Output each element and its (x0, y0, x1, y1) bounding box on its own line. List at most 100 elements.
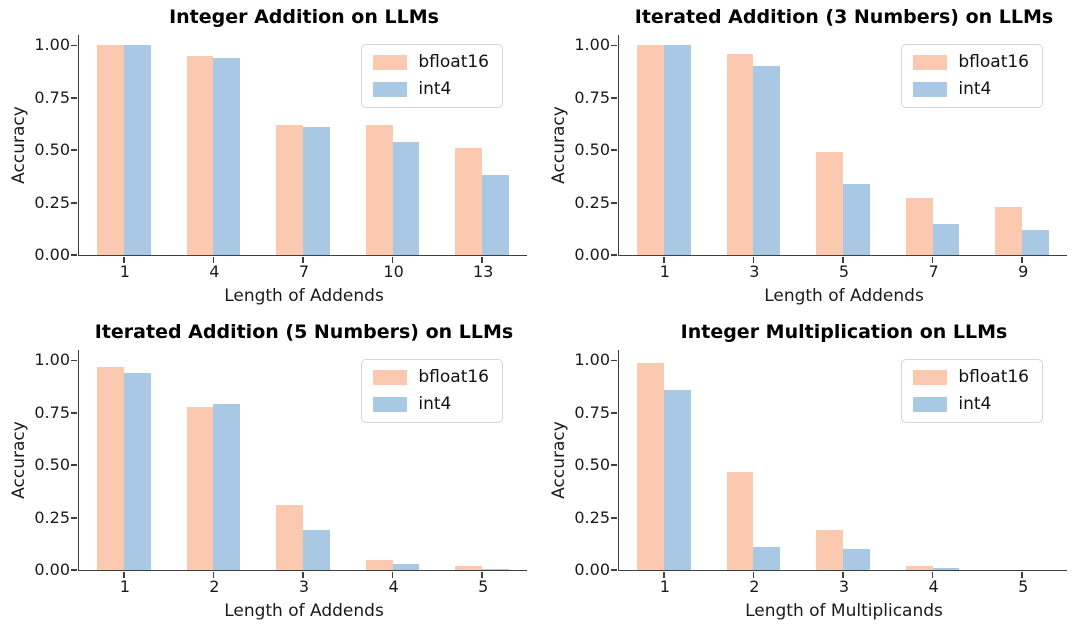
x-tick (122, 571, 125, 578)
y-tick-label: 0.25 (574, 192, 610, 212)
bar-bfloat16 (276, 125, 303, 255)
bar-bfloat16 (816, 152, 843, 255)
x-tick-label: 4 (928, 577, 939, 596)
y-tick-label: 0.25 (574, 507, 610, 527)
y-tick (71, 254, 78, 256)
legend-label-int4: int4 (958, 394, 992, 414)
legend-swatch-int4 (373, 82, 408, 97)
x-tick (842, 256, 844, 263)
bar-bfloat16 (365, 125, 393, 255)
bar-bfloat16 (186, 406, 214, 570)
chart-iterated-addition-3: Iterated Addition (3 Numbers) on LLMs Ac… (540, 0, 1080, 315)
legend-entry-bfloat16: bfloat16 (913, 369, 1029, 386)
bar-bfloat16 (905, 565, 933, 570)
y-tick-label: 0.00 (574, 245, 610, 264)
y-tick-label: 0.75 (574, 87, 610, 107)
x-tick (752, 256, 755, 263)
y-tick (611, 149, 618, 152)
legend-entry-bfloat16: bfloat16 (913, 54, 1029, 71)
y-tick-label: 0.50 (34, 455, 70, 475)
legend-swatch-bfloat16 (373, 370, 408, 385)
x-tick-label: 5 (1018, 577, 1029, 596)
y-tick-label: 0.00 (34, 245, 70, 264)
x-tick (481, 256, 484, 263)
legend-entry-int4: int4 (373, 81, 489, 98)
bar-int4 (1022, 229, 1050, 255)
chart-integer-addition: Integer Addition on LLMs Accuracy Length… (0, 0, 540, 315)
bar-bfloat16 (186, 55, 214, 255)
bar-bfloat16 (455, 148, 483, 255)
plot-area (611, 35, 1067, 263)
legend: bfloat16 int4 (901, 44, 1043, 108)
bar-int4 (753, 546, 781, 570)
legend-entry-bfloat16: bfloat16 (373, 54, 489, 71)
x-tick (662, 571, 665, 578)
legend: bfloat16 int4 (901, 359, 1043, 423)
legend-label-int4: int4 (958, 79, 992, 99)
x-tick-label: 1 (659, 577, 670, 596)
x-tick (752, 571, 755, 578)
y-tick (611, 44, 618, 47)
y-tick-label: 0.25 (34, 192, 70, 212)
x-tick-label: 5 (478, 577, 489, 596)
x-tick (1021, 571, 1024, 578)
x-tick-label: 4 (388, 577, 399, 596)
y-tick-label: 0.75 (34, 402, 70, 422)
legend-swatch-bfloat16 (913, 55, 948, 70)
bar-bfloat16 (636, 362, 664, 570)
bar-bfloat16 (96, 366, 124, 570)
bar-int4 (123, 45, 151, 255)
legend: bfloat16 int4 (361, 44, 503, 108)
x-tick (842, 571, 844, 578)
y-tick-label: 0.50 (34, 140, 70, 160)
bar-int4 (843, 183, 870, 255)
x-axis-label: Length of Multiplicands (745, 601, 943, 621)
bar-int4 (482, 568, 510, 570)
x-tick (302, 571, 304, 578)
legend-swatch-int4 (913, 397, 948, 412)
x-tick (122, 256, 125, 263)
y-tick-label: 0.75 (574, 402, 610, 422)
x-tick (391, 256, 394, 263)
chart-title: Iterated Addition (3 Numbers) on LLMs (634, 6, 1054, 28)
x-tick-label: 3 (838, 577, 850, 596)
legend-label-bfloat16: bfloat16 (958, 367, 1029, 387)
x-tick-label: 13 (473, 262, 494, 281)
bar-bfloat16 (816, 530, 843, 570)
y-tick-label: 1.00 (574, 350, 610, 370)
bar-int4 (843, 549, 870, 570)
y-tick (71, 149, 78, 152)
y-tick (71, 96, 78, 99)
bar-int4 (213, 404, 241, 570)
legend-swatch-int4 (373, 397, 408, 412)
y-tick-label: 0.50 (574, 455, 610, 475)
y-tick (71, 411, 78, 414)
bar-int4 (482, 175, 510, 255)
legend-entry-int4: int4 (373, 396, 489, 413)
x-tick-label: 10 (383, 262, 404, 281)
legend-swatch-int4 (913, 82, 948, 97)
bar-int4 (392, 563, 420, 570)
bar-bfloat16 (96, 45, 124, 255)
x-tick-label: 1 (119, 262, 130, 281)
legend-label-int4: int4 (418, 79, 452, 99)
bar-bfloat16 (995, 206, 1023, 255)
x-tick-label: 7 (928, 262, 939, 281)
y-tick (71, 44, 78, 47)
y-tick (611, 359, 618, 362)
bar-bfloat16 (905, 198, 933, 255)
x-tick (931, 256, 934, 263)
y-tick (611, 201, 618, 204)
legend-label-bfloat16: bfloat16 (958, 52, 1029, 72)
y-tick-label: 1.00 (34, 35, 70, 55)
chart-title: Integer Addition on LLMs (169, 6, 439, 28)
bar-int4 (663, 389, 691, 570)
legend-entry-int4: int4 (913, 81, 1029, 98)
plot-area (71, 350, 527, 578)
x-tick (212, 256, 215, 263)
y-tick (71, 569, 78, 571)
bar-bfloat16 (365, 559, 393, 570)
legend-label-bfloat16: bfloat16 (418, 52, 489, 72)
x-tick-label: 1 (659, 262, 670, 281)
